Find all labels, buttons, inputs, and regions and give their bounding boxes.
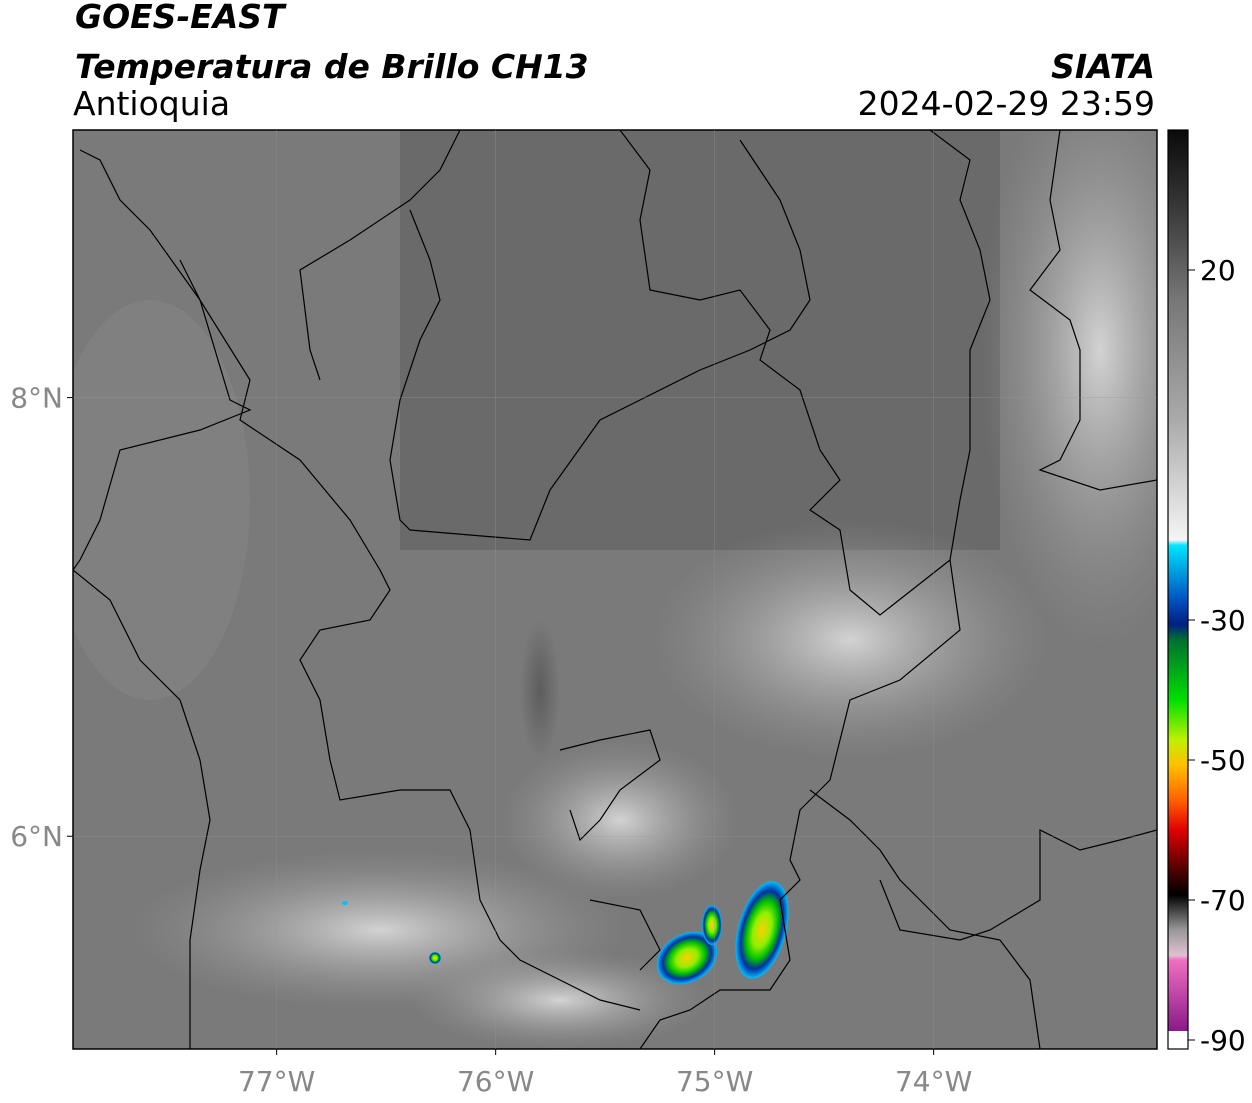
colorbar-under	[1168, 1031, 1188, 1049]
y-tick-label: 8°N	[10, 382, 63, 415]
title: GOES-EAST	[75, 0, 287, 36]
colorbar-tick-label: -30	[1200, 604, 1246, 637]
boundaries	[73, 130, 1157, 1049]
x-tick-label: 77°W	[238, 1065, 315, 1098]
colorbar-tick-label: 20	[1200, 254, 1236, 287]
colorbar-tick-label: -90	[1200, 1024, 1246, 1057]
datetime: 2024-02-29 23:59	[858, 84, 1155, 123]
x-tick-label: 74°W	[895, 1065, 972, 1098]
map-frame	[72, 129, 1158, 1050]
x-tick-label: 75°W	[676, 1065, 753, 1098]
colorbar-tick-label: -70	[1200, 884, 1246, 917]
region: Antioquia	[73, 84, 230, 123]
colorbar-tick-label: -50	[1200, 744, 1246, 777]
subtitle: Temperatura de Brillo CH13	[75, 47, 589, 86]
y-tick-label: 6°N	[10, 820, 63, 853]
source: SIATA	[1051, 47, 1155, 86]
map-image	[73, 130, 1157, 1049]
colorbar	[1168, 130, 1188, 1031]
x-tick-label: 76°W	[457, 1065, 534, 1098]
colorbar-frame	[1167, 129, 1189, 1050]
